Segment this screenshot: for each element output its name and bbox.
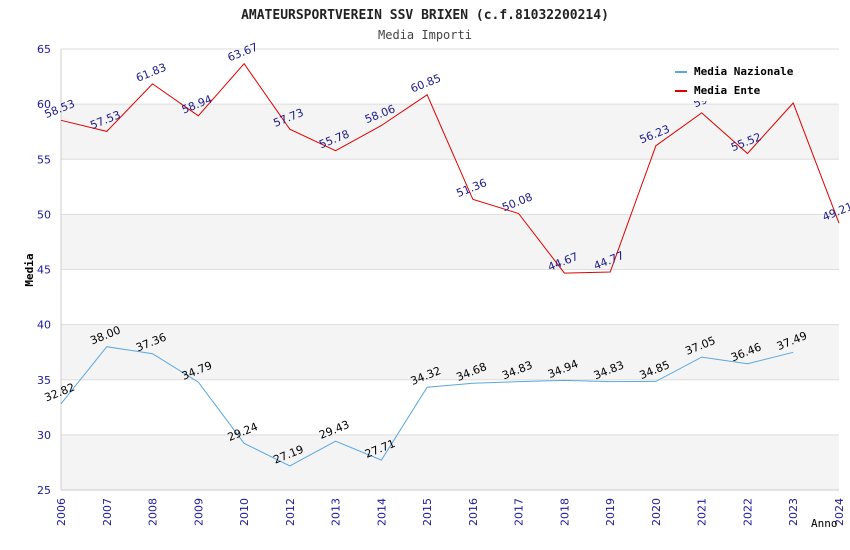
- x-tick-label: 2016: [467, 498, 480, 526]
- grid-band: [61, 434, 839, 490]
- y-tick-label: 55: [37, 153, 51, 166]
- x-tick-label: 2007: [101, 498, 114, 526]
- grid-band: [61, 379, 839, 435]
- y-axis-ticks: 25 30 35 40 45 50 55 60 65: [37, 43, 51, 497]
- y-tick-label: 50: [37, 208, 51, 221]
- series-line-national: [60, 346, 794, 467]
- series-line-ente: [60, 62, 840, 274]
- y-tick-label: 65: [37, 43, 51, 56]
- x-tick-label: 2023: [787, 498, 800, 526]
- x-tick-label: 2015: [421, 498, 434, 526]
- legend-item-ente: Media Ente: [675, 84, 761, 97]
- x-tick-label: 2020: [650, 498, 663, 526]
- grid-band: [61, 159, 839, 215]
- chart-subtitle: Media Importi: [378, 28, 472, 42]
- grid-band: [61, 214, 839, 270]
- y-tick-label: 45: [37, 264, 51, 277]
- x-tick-label: 2008: [147, 498, 160, 526]
- x-tick-label: 2017: [513, 498, 526, 526]
- x-tick-label: 2006: [55, 498, 68, 526]
- y-tick-label: 25: [37, 484, 51, 497]
- series-lines: [60, 62, 840, 467]
- legend: Media Nazionale Media Ente: [669, 60, 810, 101]
- y-tick-label: 35: [37, 374, 51, 387]
- chart-title: AMATEURSPORTVEREIN SSV BRIXEN (c.f.81032…: [241, 8, 609, 23]
- grid-lines: [60, 48, 839, 491]
- grid-band: [61, 104, 839, 160]
- y-tick-label: 30: [37, 429, 51, 442]
- legend-box: [669, 60, 810, 101]
- grid-band: [61, 269, 839, 325]
- legend-label-national: Media Nazionale: [694, 65, 794, 78]
- y-tick-label: 40: [37, 319, 51, 332]
- y-tick-label: 60: [37, 98, 51, 111]
- x-tick-label: 2010: [238, 498, 251, 526]
- grid-band: [61, 324, 839, 380]
- x-axis-ticks: 2006 2007 2008 2009 2010 2012 2013 2014 2015 2016…: [55, 498, 846, 526]
- x-tick-label: 2021: [696, 498, 709, 526]
- y-axis-label: Media: [23, 253, 36, 286]
- x-tick-label: 2022: [741, 498, 754, 526]
- x-tick-label: 2024: [833, 498, 846, 526]
- x-tick-label: 2019: [604, 498, 617, 526]
- x-tick-label: 2014: [375, 498, 388, 526]
- x-axis-label: Anno: [811, 517, 838, 530]
- grid-bands: [61, 49, 839, 490]
- x-tick-label: 2009: [192, 498, 205, 526]
- legend-item-national: Media Nazionale: [675, 65, 794, 78]
- x-tick-label: 2018: [558, 498, 571, 526]
- x-tick-label: 2012: [284, 498, 297, 526]
- legend-label-ente: Media Ente: [694, 84, 761, 97]
- x-tick-label: 2013: [330, 498, 343, 526]
